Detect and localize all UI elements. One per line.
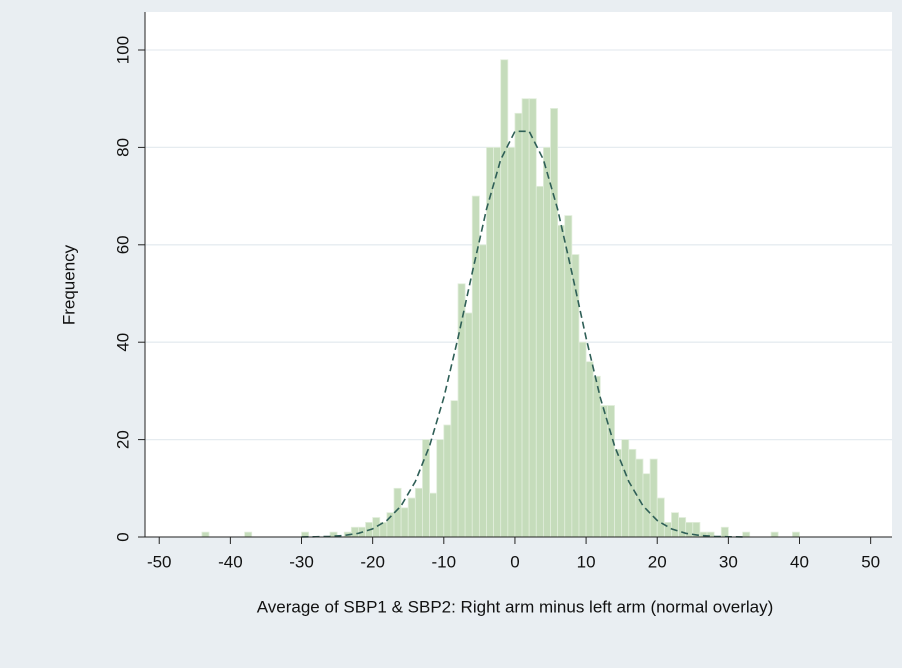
- y-tick-label: 20: [113, 430, 132, 449]
- y-tick-label: 0: [113, 532, 132, 541]
- bar: [592, 375, 601, 538]
- y-tick-label: 100: [113, 36, 132, 64]
- x-tick-label: 50: [861, 552, 880, 571]
- bar: [649, 458, 658, 538]
- y-tick-label: 40: [113, 333, 132, 352]
- bar: [571, 254, 580, 538]
- bar: [792, 531, 800, 538]
- bar: [478, 244, 487, 538]
- bar: [350, 526, 359, 538]
- bar: [557, 224, 566, 538]
- x-tick-label: 0: [510, 552, 519, 571]
- bar: [742, 531, 751, 538]
- bar: [443, 424, 452, 538]
- bar: [585, 361, 594, 538]
- x-tick-label: -50: [147, 552, 172, 571]
- bar: [521, 98, 530, 538]
- bar: [564, 215, 573, 538]
- bar: [685, 521, 694, 538]
- bar: [671, 512, 679, 538]
- bar: [578, 341, 587, 538]
- bar: [678, 517, 687, 538]
- bar: [464, 312, 473, 538]
- bar: [528, 98, 537, 538]
- bar: [607, 405, 615, 538]
- bar: [201, 531, 210, 538]
- x-tick-label: 30: [719, 552, 738, 571]
- x-axis-title: Average of SBP1 & SBP2: Right arm minus …: [257, 597, 774, 616]
- x-tick-label: 40: [790, 552, 809, 571]
- bar: [642, 473, 651, 538]
- y-tick-label: 80: [113, 138, 132, 157]
- bar: [450, 400, 459, 538]
- bar: [400, 507, 409, 538]
- bar: [635, 458, 644, 538]
- x-tick-label: 20: [648, 552, 667, 571]
- bar: [244, 531, 253, 538]
- x-tick-label: -30: [289, 552, 314, 571]
- bar: [656, 497, 665, 538]
- bar: [770, 531, 779, 538]
- bar: [436, 439, 445, 538]
- bar: [514, 112, 523, 538]
- bar: [550, 108, 559, 538]
- bar: [543, 146, 551, 538]
- bar: [493, 146, 502, 538]
- bar: [621, 439, 630, 538]
- bar: [535, 185, 544, 538]
- x-tick-label: 10: [577, 552, 596, 571]
- x-tick-label: -40: [218, 552, 243, 571]
- x-tick-label: -20: [360, 552, 385, 571]
- y-axis-title: Frequency: [59, 244, 78, 325]
- bar: [372, 517, 381, 538]
- bar: [414, 487, 423, 538]
- bar: [500, 59, 509, 538]
- y-tick-label: 60: [113, 235, 132, 254]
- x-tick-label: -10: [432, 552, 457, 571]
- bar: [429, 492, 438, 538]
- normal-curve: [301, 130, 743, 538]
- bar: [599, 405, 608, 538]
- bar: [507, 146, 516, 538]
- bar: [720, 526, 729, 538]
- bar: [407, 497, 416, 538]
